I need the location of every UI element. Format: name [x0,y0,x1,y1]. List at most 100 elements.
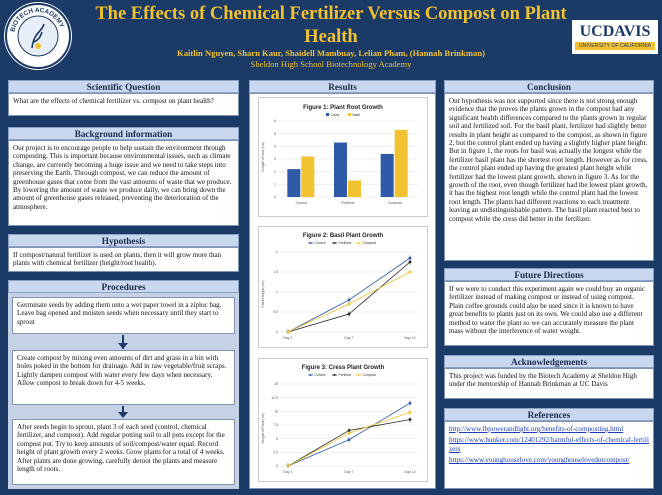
bar [394,129,408,197]
legend-swatch [326,113,329,116]
ucdavis-logo: UCDAVIS UNIVERSITY OF CALIFORNIA [572,20,658,54]
bar [287,169,301,197]
y-tick-label: 5 [274,132,276,136]
hypothesis-heading: Hypothesis [8,234,239,247]
legend-marker [333,242,336,244]
reference-link-1[interactable]: http://www.lbpowerandlight.org/benefits-… [449,425,624,433]
bar [301,156,315,197]
results-heading: Results [249,80,436,93]
x-tick-label: Fertilizer [341,201,355,205]
hypothesis-text: If compost/natural fertilizer is used on… [13,251,222,268]
legend-label: Control [315,373,326,377]
y-tick-label: 1 [274,183,276,187]
x-tick-label: Day 7 [344,336,353,340]
procedure-step-2: Create compost by mixing even amounts of… [12,350,235,405]
legend-label: Basil [353,113,361,117]
ucdavis-logo-main: UCDAVIS [579,23,651,40]
scientific-question-heading: Scientific Question [8,80,239,93]
poster-header [0,0,662,73]
figure-2-chart: Figure 2: Basil Plant Growth Control Fert… [258,226,428,348]
figure-3-ylabel: Height of Plant (cm) [261,413,265,444]
figure-1-ylabel: Length of root (cm) [261,142,265,172]
y-tick-label: 7.5 [273,423,278,427]
y-tick-label: 0 [276,330,278,334]
y-tick-label: 2 [274,170,276,174]
background-text: Our project is to encourage people to he… [13,144,232,211]
figure-2-title: Figure 2: Basil Plant Growth [303,233,384,239]
x-tick-label: Compost [388,201,402,205]
x-tick-label: Control [296,201,308,205]
y-tick-label: 1.5 [273,270,278,274]
x-tick-label: Day 14 [404,336,415,340]
legend-marker [333,374,336,376]
legend-label: Compost [363,241,377,245]
arrow-down-icon [118,343,128,349]
legend-marker [309,242,312,244]
poster-school: Sheldon High School Biotechnology Academ… [250,59,412,69]
legend-marker [357,242,360,244]
acknowledgements-text: This project was funded by the Biotech A… [449,372,637,389]
x-tick-label: Day 1 [283,336,292,340]
legend-marker [357,374,360,376]
background-heading: Background information [8,127,239,140]
figure-1-chart: Figure 1: Plant Root Growth Cress Basil 0… [258,97,428,217]
hypothesis-box: If compost/natural fertilizer is used on… [8,247,239,272]
y-tick-label: 4 [274,145,276,149]
references-heading: References [444,408,654,421]
procedure-step-2-text: Create compost by mixing even amounts of… [17,354,227,388]
acknowledgements-box: This project was funded by the Biotech A… [444,368,654,399]
figure-3-chart: Figure 3: Cress Plant Growth Control Fert… [258,358,428,482]
procedure-arrow-1 [122,335,124,349]
future-directions-text: If we were to conduct this experiment ag… [449,285,646,336]
conclusion-box: Our hypothesis was not supported since t… [444,93,654,261]
background-box: Our project is to encourage people to he… [8,140,239,226]
y-tick-label: 2.5 [273,451,278,455]
poster-authors: Kaitlin Nguyen, Sharn Kaur, Shaidell Mam… [177,48,485,58]
procedure-step-3: After seeds begin to sprout, plant 3 of … [12,419,235,485]
y-tick-label: 12.5 [271,396,278,400]
poster-title: The Effects of Chemical Fertilizer Versu… [95,4,567,47]
y-tick-label: 6 [274,119,276,123]
bar [380,153,394,197]
conclusion-text: Our hypothesis was not supported since t… [449,97,648,223]
conclusion-heading: Conclusion [444,80,654,93]
y-tick-label: 0 [274,195,276,199]
x-tick-label: Day 1 [283,470,292,474]
legend-label: Compost [363,373,377,377]
biotech-academy-logo: BIOTECH ACADEMY [4,2,72,70]
figure-2-ylabel: Plant Height (cm) [261,280,265,307]
y-tick-label: 10 [274,410,278,414]
y-tick-label: 0.5 [273,310,278,314]
figure-1-title: Figure 1: Plant Root Growth [303,105,383,111]
scientific-question-box: What are the effects of chemical fertili… [8,93,239,116]
legend-marker [309,374,312,376]
references-box: http://www.lbpowerandlight.org/benefits-… [444,421,654,489]
reference-link-3[interactable]: https://www.younghouselove.com/younghous… [449,456,630,465]
legend-swatch [348,113,351,116]
legend-label: Control [315,241,326,245]
figure-3-title: Figure 3: Cress Plant Growth [302,365,385,371]
future-directions-box: If we were to conduct this experiment ag… [444,281,654,346]
procedure-step-1-text: Germinate seeds by adding them onto a we… [17,301,222,326]
y-tick-label: 3 [274,157,276,161]
procedure-arrow-2 [122,406,124,416]
acknowledgements-heading: Acknowledgements [444,355,654,368]
arrow-down-icon [118,412,128,418]
y-tick-label: 5 [276,437,278,441]
procedure-step-1: Germinate seeds by adding them onto a we… [12,297,235,334]
bar [334,142,347,197]
procedures-heading: Procedures [8,280,239,293]
bar [348,180,361,197]
y-tick-label: 2 [276,250,278,254]
legend-label: Cress [331,113,340,117]
legend-label: Fertilizer [339,373,353,377]
ucdavis-logo-sub: UNIVERSITY OF CALIFORNIA [575,42,655,50]
reference-link-2[interactable]: https://www.hunker.com/12401292/harmful-… [449,436,649,453]
y-tick-label: 1 [276,290,278,294]
procedure-step-3-text: After seeds begin to sprout, plant 3 of … [17,423,225,474]
future-directions-heading: Future Directions [444,268,654,281]
legend-label: Fertilizer [339,241,353,245]
x-tick-label: Day 14 [404,470,415,474]
y-tick-label: 15 [274,382,278,386]
scientific-question-text: What are the effects of chemical fertili… [13,97,214,105]
